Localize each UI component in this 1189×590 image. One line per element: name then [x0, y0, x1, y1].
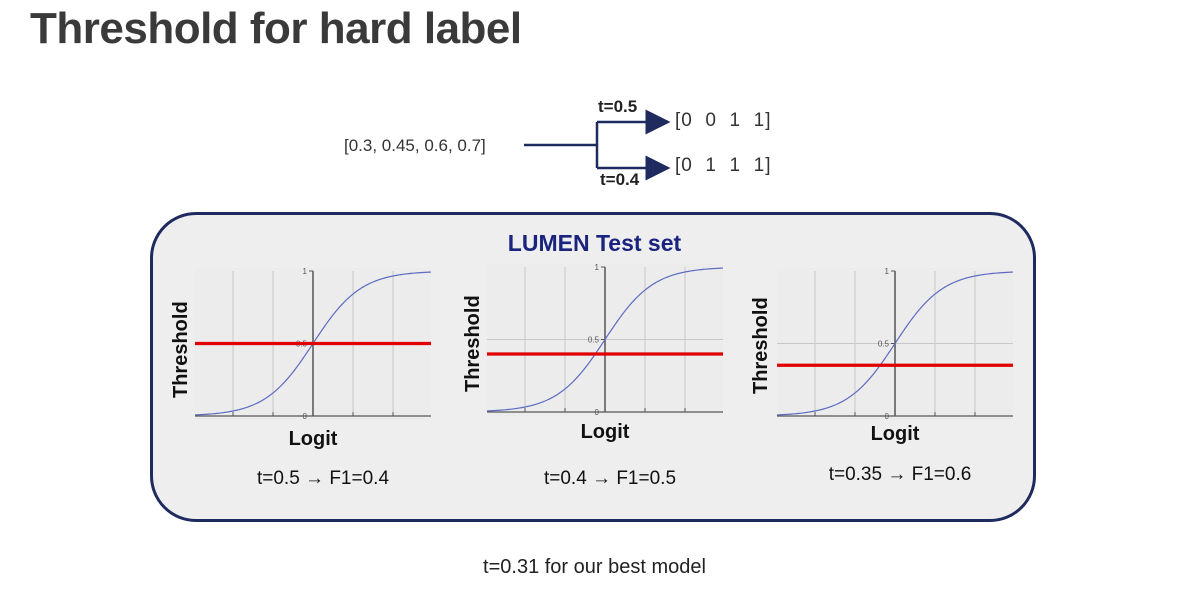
chart-3-ylabel: Threshold — [750, 297, 772, 394]
chart-3: 10.50 — [777, 268, 1013, 420]
chart-2-ylabel: Threshold — [462, 295, 484, 392]
chart-3-caption: t=0.35 → F1=0.6 — [828, 464, 972, 485]
bottom-threshold-label: t=0.4 — [600, 170, 640, 189]
chart-2-xlabel: Logit — [580, 421, 630, 443]
y-tick-label: 0.5 — [878, 340, 890, 349]
chart-3-xlabel: Logit — [870, 423, 920, 445]
chart-1-xlabel: Logit — [288, 428, 338, 450]
y-tick-label: 1 — [885, 268, 890, 276]
y-tick-label: 1 — [595, 264, 600, 272]
y-tick-label: 0 — [885, 412, 890, 420]
sigmoid-curve — [487, 267, 723, 412]
chart-1-caption: t=0.5 → F1=0.4 — [256, 468, 390, 489]
top-output-vector: [0 0 1 1] — [675, 110, 772, 131]
y-tick-label: 0 — [595, 408, 600, 416]
chart-1: 10.50 — [195, 268, 431, 420]
chart-2: 10.50 — [487, 264, 723, 416]
input-vector: [0.3, 0.45, 0.6, 0.7] — [344, 136, 486, 155]
footer-note: t=0.31 for our best model — [483, 556, 706, 578]
chart-2-caption: t=0.4 → F1=0.5 — [543, 468, 677, 489]
bottom-output-vector: [0 1 1 1] — [675, 155, 772, 176]
y-tick-label: 1 — [303, 268, 308, 276]
page-title: Threshold for hard label — [30, 4, 522, 53]
y-tick-label: 0.5 — [588, 336, 600, 345]
chart-1-ylabel: Threshold — [170, 301, 192, 398]
panel-title: LUMEN Test set — [507, 230, 682, 256]
sigmoid-curve — [777, 271, 1013, 416]
y-tick-label: 0 — [303, 412, 308, 420]
top-threshold-label: t=0.5 — [598, 97, 638, 116]
